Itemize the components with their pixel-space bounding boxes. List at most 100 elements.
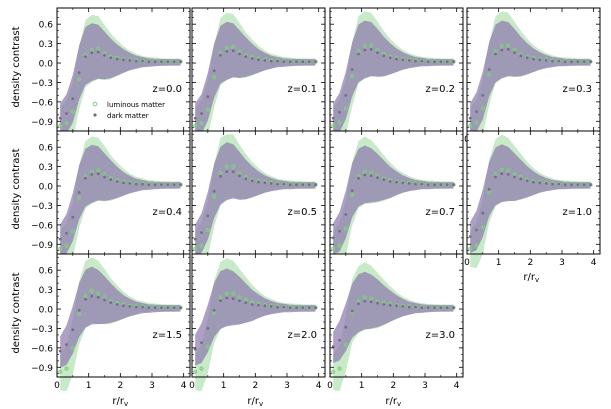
dark-matter-point: [134, 59, 138, 63]
luminous-point: [556, 59, 561, 64]
luminous-point: [588, 182, 593, 187]
dark-matter-point: [200, 231, 203, 235]
dark-matter-point: [103, 175, 106, 179]
dark-matter-point: [103, 298, 106, 302]
dark-matter-point: [538, 181, 542, 185]
dark-matter-point: [58, 116, 62, 120]
luminous-point: [77, 195, 82, 200]
luminous-point: [300, 182, 305, 187]
dark-matter-point: [122, 181, 125, 185]
panel-grid: 0.6 0.3 0.0 −0.3 −0.6 −0.9 z=0.0 luminous matte…: [31, 7, 601, 392]
dark-matter-point: [414, 182, 417, 186]
luminous-point: [199, 366, 204, 371]
luminous-point: [445, 305, 450, 310]
luminous-point: [362, 44, 367, 49]
luminous-point: [159, 305, 164, 310]
dark-matter-point: [65, 343, 68, 346]
dark-matter-point: [295, 60, 298, 64]
luminous-point: [281, 305, 286, 310]
dark-matter-point: [219, 174, 222, 178]
dark-matter-point: [468, 116, 472, 120]
dark-matter-point: [426, 183, 430, 187]
dark-matter-point: [506, 48, 510, 51]
dark-matter-point: [500, 172, 504, 176]
dark-matter-point: [307, 306, 311, 310]
dark-matter-point: [103, 53, 106, 57]
dark-matter-point: [307, 60, 311, 64]
legend-dark-marker: [93, 113, 97, 117]
dark-matter-point: [357, 302, 360, 306]
dark-matter-point: [58, 349, 62, 353]
luminous-point: [451, 182, 456, 187]
dark-matter-point: [468, 235, 472, 238]
x-axis-label-col-1: r/r v: [112, 396, 128, 408]
dark-matter-point: [115, 303, 119, 306]
luminous-point: [575, 182, 580, 187]
dark-matter-point: [382, 178, 386, 182]
luminous-point: [199, 121, 204, 126]
luminous-point: [313, 59, 318, 64]
dark-matter-point: [269, 59, 273, 63]
dark-matter-point: [244, 177, 248, 181]
dark-matter-point: [166, 60, 170, 64]
luminous-point: [487, 190, 492, 195]
dark-matter-point: [122, 304, 125, 308]
x-axis-label-text: r/r: [247, 396, 259, 407]
dark-matter-point: [244, 301, 248, 304]
x-tick-label: 2: [117, 381, 123, 391]
x-tick-label: 0: [189, 381, 195, 391]
dark-matter-point: [77, 308, 81, 312]
x-tick-label: 0: [464, 258, 470, 268]
luminous-point: [438, 305, 443, 310]
luminous-point: [159, 182, 164, 187]
dark-matter-point: [206, 95, 210, 99]
dark-matter-point: [557, 182, 561, 186]
dark-matter-point: [84, 297, 87, 301]
dark-matter-point: [481, 211, 485, 215]
dark-matter-scatter-band: [195, 21, 316, 135]
dark-matter-point: [193, 237, 197, 241]
dark-matter-point: [225, 50, 229, 53]
luminous-point: [231, 164, 236, 169]
redshift-label: z=0.5: [287, 207, 317, 218]
dark-matter-point: [301, 306, 305, 310]
dark-matter-point: [77, 71, 81, 75]
panel-z-3-0: 0 1 2 3 4 z=3.0: [327, 253, 464, 392]
x-axis-label-col-3: r/r v: [385, 396, 401, 408]
panel-z-0-2: z=0.2: [329, 7, 464, 146]
dark-matter-point: [147, 306, 151, 310]
luminous-point: [77, 77, 82, 82]
dark-matter-point: [420, 306, 424, 310]
luminous-point: [499, 167, 504, 172]
dark-matter-scatter-band: [333, 20, 454, 135]
dark-matter-point: [357, 52, 360, 56]
dark-matter-point: [426, 306, 430, 310]
dark-matter-point: [307, 183, 311, 187]
luminous-point: [337, 366, 342, 371]
dark-matter-point: [570, 60, 573, 64]
dark-matter-point: [401, 58, 405, 62]
dark-matter-point: [331, 345, 335, 348]
luminous-point: [337, 120, 342, 125]
dark-matter-point: [231, 297, 235, 301]
luminous-point: [506, 43, 511, 48]
dark-matter-point: [414, 59, 417, 63]
y-tick-label: −0.9: [31, 364, 53, 374]
dark-matter-point: [401, 181, 405, 185]
panel-z-0-1: z=0.1: [191, 7, 326, 146]
luminous-point: [231, 44, 236, 49]
dark-matter-point: [395, 304, 398, 308]
dark-matter-point: [250, 303, 254, 306]
luminous-point: [474, 243, 479, 248]
dark-matter-point: [193, 116, 197, 120]
redshift-label: z=0.0: [152, 84, 182, 95]
x-tick-label: 1: [496, 258, 502, 268]
luminous-point: [313, 305, 318, 310]
dark-matter-point: [96, 50, 100, 54]
dark-matter-point: [250, 179, 254, 183]
x-tick-label: 3: [422, 381, 428, 391]
x-axis-label-text: r/r: [523, 272, 535, 283]
x-tick-label: 1: [221, 381, 227, 391]
dark-matter-point: [109, 301, 113, 304]
luminous-point: [499, 44, 504, 49]
